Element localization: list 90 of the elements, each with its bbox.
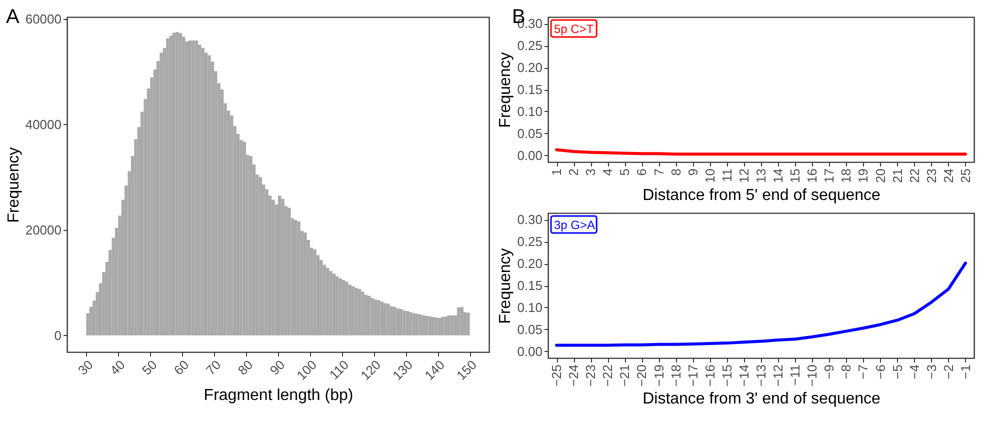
y-tick-label: 0.00 [517,344,542,359]
x-tick-label: −1 [958,364,973,380]
x-tick-label: 15 [788,168,803,183]
x-tick-label: 150 [454,357,480,384]
x-tick-label: −7 [856,364,871,380]
x-tick-label: 14 [770,168,786,183]
x-tick-label: 1 [549,168,564,176]
y-tick-label: 40000 [25,116,62,132]
y-tick-label: 0.20 [517,60,542,76]
x-tick-label: 16 [804,168,820,183]
x-tick-label: 50 [138,357,160,378]
x-tick-label: −8 [838,364,854,380]
y-tick-label: 0.05 [517,322,542,337]
x-tick-label: 4 [600,168,616,176]
x-tick-label: 11 [719,168,734,182]
x-tick-label: 13 [754,168,768,183]
x-tick-label: 20 [872,168,888,183]
x-tick-label: −9 [822,364,837,380]
x-tick-label: −4 [906,364,922,380]
x-tick-label: 25 [958,168,973,183]
x-axis-title: Distance from 3' end of sequence [642,390,881,408]
y-tick-label: 0.10 [517,104,542,119]
x-tick-label: 23 [924,168,939,183]
y-axis-title: Frequency [5,147,22,223]
x-tick-label: −11 [788,364,803,386]
x-tick-label: 110 [326,357,352,382]
x-tick-label: 7 [651,168,666,176]
x-tick-label: 10 [702,168,718,183]
x-tick-label: −22 [600,364,616,387]
x-tick-label: 60 [170,357,192,378]
x-tick-label: −24 [566,364,582,387]
x-tick-label: −10 [804,364,820,387]
text: 5p C>T [554,22,594,36]
x-tick-label: −14 [736,364,752,387]
y-tick-label: 60000 [25,11,62,26]
y-tick-label: 0 [54,328,62,343]
x-tick-label: −3 [924,364,939,380]
x-tick-label: 19 [856,168,871,183]
y-tick-label: 0.05 [517,126,542,141]
y-tick-label: 0.00 [517,148,542,163]
x-tick-label: −15 [719,364,734,387]
x-tick-label: −6 [872,364,888,380]
x-tick-label: −16 [702,364,718,387]
x-tick-label: 120 [358,357,384,384]
x-tick-label: 18 [838,168,854,183]
y-axis-title: Frequency [497,248,514,324]
x-tick-label: −17 [685,364,700,387]
x-axis-title: Fragment length (bp) [204,387,354,404]
x-tick-label: 22 [906,168,922,183]
line-series [555,262,967,347]
x-tick-label: 70 [202,357,224,378]
x-tick-label: −5 [890,364,905,380]
x-tick-label: 40 [107,357,128,378]
x-tick-label: 3 [583,168,598,176]
y-tick-label: 0.15 [517,82,542,97]
x-tick-label: −25 [549,364,564,387]
x-axis-title: Distance from 5' end of sequence [642,186,881,204]
x-tick-label: 100 [294,357,320,384]
y-tick-label: 0.10 [517,300,542,315]
y-tick-label: 0.25 [517,38,542,54]
y-tick-label: 0.30 [517,212,542,228]
x-tick-label: 17 [822,168,837,183]
x-tick-label: −18 [668,364,684,387]
y-tick-label: 0.20 [517,256,542,272]
x-tick-label: 6 [634,168,650,176]
x-tick-label: −21 [617,364,632,387]
y-tick-label: 20000 [25,222,62,238]
x-tick-label: 9 [685,168,700,176]
x-tick-label: −13 [754,364,768,387]
y-tick-label: 0.25 [517,234,542,250]
x-tick-label: −20 [634,364,650,387]
text: A [6,6,20,29]
x-tick-label: 12 [736,168,752,183]
x-tick-label: 80 [234,357,256,378]
x-tick-label: 90 [266,357,288,378]
y-tick-label: 0.15 [517,278,542,293]
x-tick-label: 2 [566,168,582,176]
text: 3p G>A [554,218,596,232]
y-axis-title: Frequency [497,52,514,128]
x-tick-label: −19 [651,364,666,387]
x-tick-label: −23 [583,364,598,387]
x-tick-label: −2 [940,364,956,380]
x-tick-label: 5 [617,168,632,176]
x-tick-label: 24 [940,168,956,183]
x-tick-label: 130 [390,357,416,384]
x-tick-label: −12 [770,364,786,387]
x-tick-label: 140 [422,357,448,384]
x-tick-label: 30 [75,357,96,378]
x-tick-label: 8 [668,168,684,176]
x-tick-label: 21 [890,168,905,183]
